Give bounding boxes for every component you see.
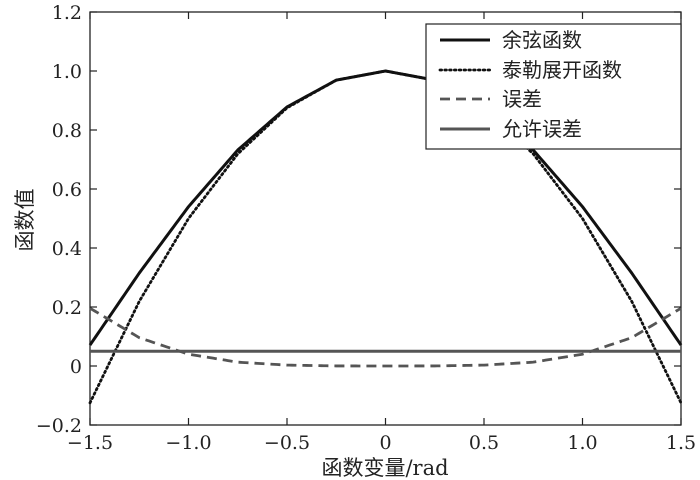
legend-label-taylor: 泰勒展开函数 (502, 58, 622, 82)
series-line-taylor (88, 69, 683, 405)
x-axis-title: 函数变量/rad (321, 456, 448, 480)
legend-label-cosine: 余弦函数 (502, 28, 582, 52)
y-tick-label: 0 (70, 356, 82, 378)
x-tick-label: 1.0 (567, 432, 597, 454)
series-line-error (89, 306, 682, 368)
y-tick-label: 0.6 (52, 179, 82, 201)
y-tick-label: 1.2 (52, 2, 82, 24)
y-axis-title: 函数值 (13, 189, 37, 252)
x-tick-label: 0 (379, 432, 391, 454)
y-tick-label: 1.0 (52, 61, 82, 83)
x-tick-label: 0.5 (469, 432, 499, 454)
legend-label-allowed-error: 允许误差 (502, 117, 582, 141)
y-tick-label: 0.8 (52, 120, 82, 142)
x-tick-label: 1.5 (666, 432, 696, 454)
legend-label-error: 误差 (502, 87, 542, 111)
y-tick-label: 0.4 (52, 238, 82, 260)
series-layer (88, 69, 683, 405)
ticks-layer: −1.5 −1.0 −0.5 0 0.5 1.0 1.5 −0.2 0 0.2 0.4 0.6 0.8 1… (36, 2, 696, 454)
x-tick-label: −0.5 (264, 432, 310, 454)
legend: 余弦函数 泰勒展开函数 误差 允许误差 (425, 23, 682, 150)
y-tick-label: −0.2 (36, 415, 82, 437)
x-tick-label: −1.5 (67, 432, 113, 454)
y-tick-label: 0.2 (52, 297, 82, 319)
x-tick-label: −1.0 (165, 432, 211, 454)
